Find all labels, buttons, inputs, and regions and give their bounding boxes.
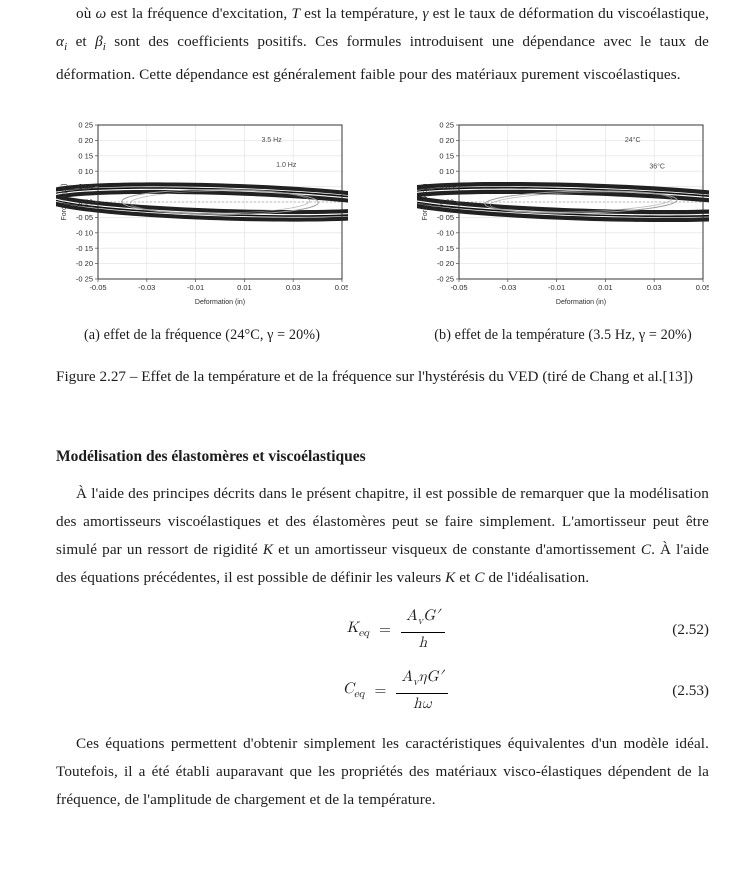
subcaption-b: (b) effet de la température (3.5 Hz, γ =… (417, 327, 709, 344)
svg-text:0 15: 0 15 (78, 151, 93, 160)
sym-omega: ω (96, 5, 107, 22)
text: et (455, 569, 474, 586)
sym-beta-i: βi (95, 33, 106, 50)
svg-text:-0 20: -0 20 (76, 259, 93, 268)
figure-a: -0 25-0 20-0 15-0 10-0 050 000 050 100 1… (56, 119, 348, 344)
chart-a-svg: -0 25-0 20-0 15-0 10-0 050 000 050 100 1… (56, 119, 348, 307)
figure-pair: -0 25-0 20-0 15-0 10-0 050 000 050 100 1… (56, 119, 709, 344)
svg-text:Force (kips): Force (kips) (422, 184, 429, 221)
svg-text:0 05: 0 05 (439, 182, 454, 191)
formula: Ceq = AvηG′ hω (343, 667, 448, 714)
sym: ηG′ (419, 669, 444, 684)
numerator: AvηG′ (396, 667, 448, 693)
svg-text:-0.01: -0.01 (548, 283, 565, 292)
sym: β (95, 33, 103, 50)
sym-C: C (641, 541, 651, 558)
equation-number: (2.53) (672, 682, 709, 699)
sym: A (401, 669, 412, 684)
svg-text:Force (kips): Force (kips) (61, 184, 68, 221)
sym-alpha-i: αi (56, 33, 67, 50)
sym: G′ (423, 608, 440, 623)
text: est la température, (300, 5, 422, 22)
lhs: C (343, 681, 354, 696)
svg-text:0.05: 0.05 (696, 283, 709, 292)
svg-text:36°C: 36°C (649, 163, 665, 171)
svg-text:-0.05: -0.05 (450, 283, 467, 292)
svg-text:-0.03: -0.03 (138, 283, 155, 292)
svg-text:0.01: 0.01 (237, 283, 252, 292)
equation-2-52: Keq = AvG′ h (2.52) (56, 606, 709, 653)
lhs: K (347, 620, 359, 635)
figure-b: -0 25-0 20-0 15-0 10-0 050 000 050 100 1… (417, 119, 709, 344)
svg-text:0 10: 0 10 (78, 167, 93, 176)
lhs-sub: eq (358, 628, 369, 639)
text: sont des coefficients positifs. Ces form… (56, 33, 709, 83)
svg-text:Deformation (in): Deformation (in) (195, 299, 245, 306)
text: de l'idéalisation. (485, 569, 590, 586)
sym-T: T (291, 5, 300, 22)
svg-text:0 00: 0 00 (439, 198, 454, 207)
svg-text:0.03: 0.03 (647, 283, 662, 292)
text: est la fréquence d'excitation, (106, 5, 291, 22)
paragraph-3: Ces équations permettent d'obtenir simpl… (56, 730, 709, 814)
svg-text:Deformation (in): Deformation (in) (556, 299, 606, 306)
svg-text:-0 15: -0 15 (437, 244, 454, 253)
section-heading: Modélisation des élastomères et viscoéla… (56, 448, 709, 466)
svg-text:-0 10: -0 10 (437, 228, 454, 237)
denominator: hω (408, 694, 436, 714)
fraction: AvηG′ hω (396, 667, 448, 714)
lhs-sub: eq (354, 689, 365, 700)
chart-b-svg: -0 25-0 20-0 15-0 10-0 050 000 050 100 1… (417, 119, 709, 307)
svg-text:0.03: 0.03 (286, 283, 301, 292)
fraction: AvG′ h (401, 606, 445, 653)
sym: α (56, 33, 64, 50)
paragraph-intro: où ω est la fréquence d'excitation, T es… (56, 0, 709, 89)
svg-text:0 10: 0 10 (439, 167, 454, 176)
svg-text:0 20: 0 20 (439, 136, 454, 145)
text: et un amortisseur visqueux de constante … (273, 541, 641, 558)
svg-text:0 25: 0 25 (439, 121, 454, 130)
sym-K: K (263, 541, 273, 558)
svg-text:-0 05: -0 05 (437, 213, 454, 222)
svg-text:0 20: 0 20 (78, 136, 93, 145)
sym-K: K (445, 569, 455, 586)
svg-text:-0 15: -0 15 (76, 244, 93, 253)
svg-text:0 25: 0 25 (78, 121, 93, 130)
svg-text:0 00: 0 00 (78, 198, 93, 207)
subcaption-a: (a) effet de la fréquence (24°C, γ = 20%… (56, 327, 348, 344)
svg-text:-0 10: -0 10 (76, 228, 93, 237)
text: est le taux de déformation du viscoélast… (429, 5, 709, 22)
chart-b: -0 25-0 20-0 15-0 10-0 050 000 050 100 1… (417, 119, 709, 307)
equation-2-53: Ceq = AvηG′ hω (2.53) (56, 667, 709, 714)
svg-text:1.0 Hz: 1.0 Hz (276, 162, 297, 169)
svg-text:-0 05: -0 05 (76, 213, 93, 222)
numerator: AvG′ (401, 606, 445, 632)
chart-a: -0 25-0 20-0 15-0 10-0 050 000 050 100 1… (56, 119, 348, 307)
svg-text:24°C: 24°C (625, 136, 641, 144)
figure-caption: Figure 2.27 – Effet de la température et… (56, 364, 709, 390)
formula: Keq = AvG′ h (347, 606, 445, 653)
svg-text:0 15: 0 15 (439, 151, 454, 160)
paragraph-2: À l'aide des principes décrits dans le p… (56, 480, 709, 592)
sym-C: C (474, 569, 484, 586)
text: et (67, 33, 95, 50)
svg-text:3.5 Hz: 3.5 Hz (261, 137, 282, 144)
svg-text:0.05: 0.05 (335, 283, 348, 292)
svg-text:-0.01: -0.01 (187, 283, 204, 292)
svg-text:-0.05: -0.05 (89, 283, 106, 292)
svg-text:0.01: 0.01 (598, 283, 613, 292)
svg-text:-0.03: -0.03 (499, 283, 516, 292)
sym: A (406, 608, 417, 623)
denominator: h (414, 633, 432, 653)
text: où (76, 5, 96, 22)
svg-text:0 05: 0 05 (78, 182, 93, 191)
equation-number: (2.52) (672, 621, 709, 638)
svg-text:-0 20: -0 20 (437, 259, 454, 268)
